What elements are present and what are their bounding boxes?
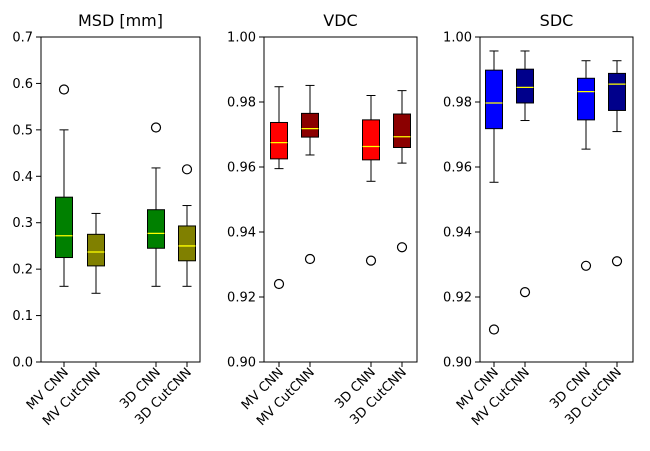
y-tick-label: 0.98 [443,96,472,111]
box-iqr [577,77,595,121]
y-tick-label: 0.6 [12,77,33,92]
y-tick-label: 0.92 [227,291,256,306]
y-tick-label: 0.98 [227,96,256,111]
box-mv-cnn [270,86,288,290]
box-3d-cnn [577,60,595,271]
y-tick-label: 0.92 [443,291,472,306]
axes-frame [40,36,201,363]
outlier-point [150,122,162,133]
chart-title: VDC [323,11,357,30]
axes-frame [263,36,418,363]
y-tick-label: 0.4 [12,170,33,185]
box-3d-cnn [362,95,380,266]
y-tick-label: 0.96 [227,161,256,176]
outlier-point [181,164,193,175]
outlier-point [580,260,592,271]
box-mv-cnn [55,84,73,287]
y-tick-label: 0.2 [12,263,33,278]
y-tick-label: 0.94 [443,226,472,241]
outlier-point [304,253,316,265]
outlier-point [365,255,377,266]
outlier-point [488,324,500,335]
box-mv-cutcnn [87,212,105,294]
box-iqr [516,68,534,104]
y-tick-label: 0.5 [12,123,33,138]
box-iqr [178,225,196,262]
outlier-point [611,256,623,267]
y-tick-label: 0.96 [443,161,472,176]
box-iqr [87,233,105,267]
y-tick-label: 0.90 [227,356,256,371]
box-iqr [393,113,411,148]
box-iqr [270,121,288,160]
outlier-point [273,278,285,290]
box-3d-cutcnn [608,60,626,267]
chart-title: SDC [540,11,574,30]
chart-panel-0: MSD [mm]0.00.10.20.30.40.50.60.7MV CNNMV… [12,11,201,429]
axes-frame [479,36,634,363]
box-mv-cutcnn [301,84,319,265]
y-tick-label: 0.94 [227,226,256,241]
y-tick-label: 0.7 [12,31,33,46]
y-tick-label: 0.1 [12,309,33,324]
box-iqr [608,72,626,111]
box-iqr [362,119,380,161]
box-mv-cutcnn [516,50,534,298]
y-tick-label: 0.90 [443,356,472,371]
box-mv-cnn [485,50,503,335]
y-tick-label: 0.3 [12,216,33,231]
y-tick-label: 0.0 [12,356,33,371]
outlier-point [58,84,70,95]
box-3d-cutcnn [393,90,411,253]
box-iqr [147,209,165,249]
y-tick-label: 1.00 [443,31,472,46]
chart-title: MSD [mm] [78,11,163,30]
outlier-point [519,287,531,298]
box-iqr [301,112,319,138]
box-3d-cnn [147,122,165,287]
outlier-point [396,242,408,253]
y-tick-label: 1.00 [227,31,256,46]
box-iqr [485,69,503,130]
box-3d-cutcnn [178,164,196,287]
box-iqr [55,196,73,259]
